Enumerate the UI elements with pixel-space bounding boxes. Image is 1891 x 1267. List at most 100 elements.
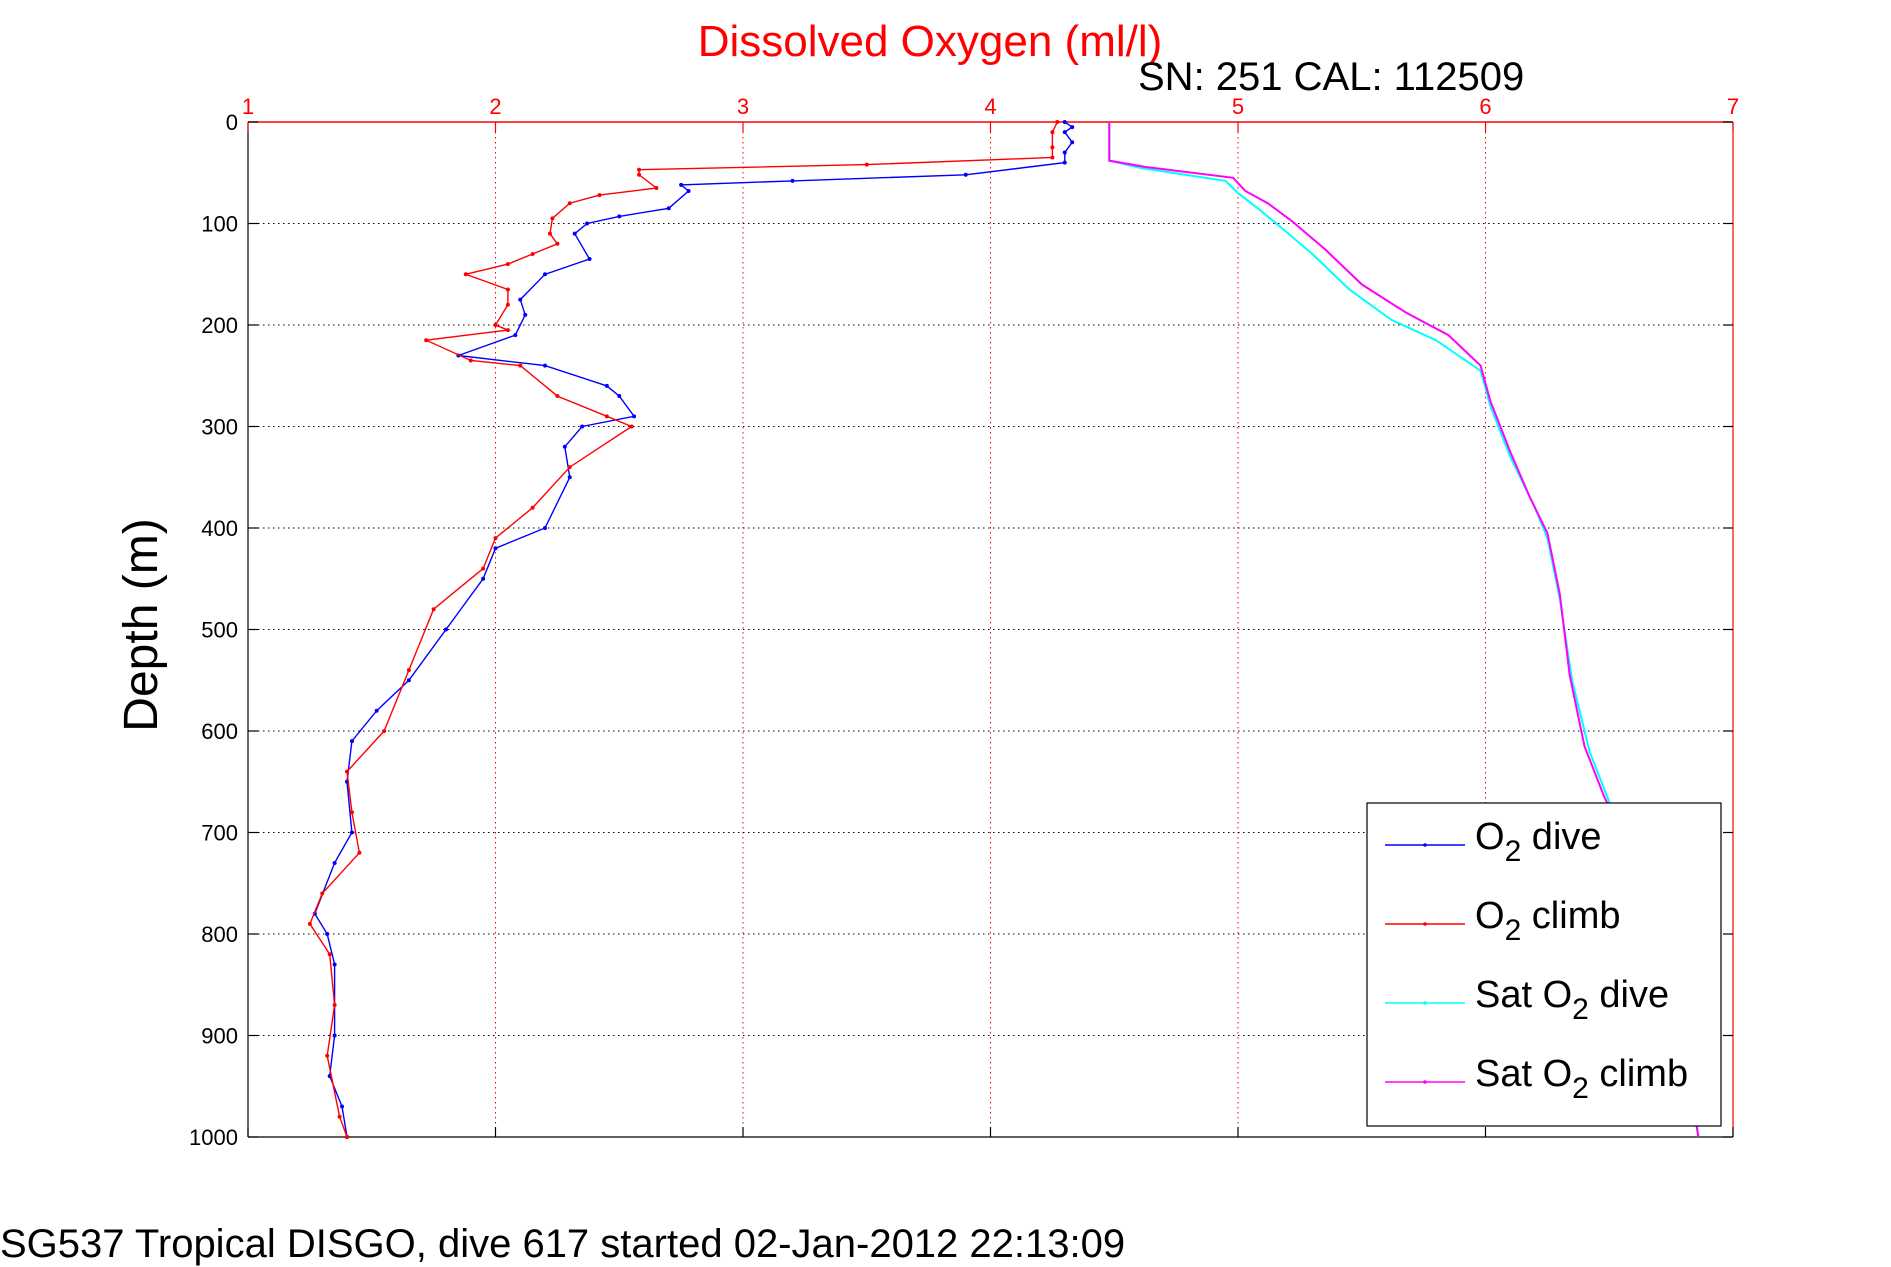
y-tick-label: 400 xyxy=(201,516,238,541)
y-tick-label: 200 xyxy=(201,313,238,338)
data-point xyxy=(604,414,609,419)
series-line xyxy=(314,121,1074,1138)
data-point xyxy=(505,287,510,292)
y-tick-label: 900 xyxy=(201,1024,238,1049)
x-tick-label: 7 xyxy=(1727,94,1739,119)
data-point xyxy=(325,1053,330,1058)
data-point xyxy=(406,678,411,683)
data-point xyxy=(567,465,572,470)
x-tick-label: 6 xyxy=(1479,94,1491,119)
data-point xyxy=(505,302,510,307)
data-point xyxy=(1070,125,1075,130)
data-point xyxy=(632,414,637,419)
chart-title: Dissolved Oxygen (ml/l) xyxy=(698,17,1163,66)
legend-marker xyxy=(1423,1001,1427,1005)
legend-item: O2 climb xyxy=(1385,895,1620,947)
data-point xyxy=(349,830,354,835)
data-point xyxy=(1062,130,1067,135)
axis-ticks: 1 2 3 4 5 6 7 0 100 200 300 400 500 600 700 800 900 1000 xyxy=(189,94,1739,1150)
y-tick-label: 800 xyxy=(201,922,238,947)
data-point xyxy=(337,1114,342,1119)
data-point xyxy=(325,932,330,936)
data-point xyxy=(629,424,634,429)
data-point xyxy=(481,576,486,581)
data-point xyxy=(332,962,337,967)
legend-marker xyxy=(1423,922,1427,926)
data-point xyxy=(543,272,547,277)
legend-item: O2 dive xyxy=(1385,816,1602,868)
data-point xyxy=(327,952,332,957)
data-point xyxy=(1070,140,1075,145)
data-point xyxy=(567,475,572,480)
data-point xyxy=(686,189,691,194)
data-point xyxy=(530,505,535,510)
data-point xyxy=(332,1033,337,1038)
data-point xyxy=(1050,155,1055,160)
data-point xyxy=(505,328,510,333)
y-axis-label: Depth (m) xyxy=(115,518,168,731)
data-point xyxy=(555,241,560,246)
data-point xyxy=(468,358,473,363)
y-tick-label: 100 xyxy=(201,212,238,237)
data-point xyxy=(345,769,349,774)
data-point xyxy=(523,312,528,317)
data-point xyxy=(637,172,642,177)
data-point xyxy=(597,193,602,198)
data-point xyxy=(332,860,337,865)
data-point xyxy=(513,333,518,338)
data-point xyxy=(1062,160,1067,165)
data-point xyxy=(307,921,312,926)
data-point xyxy=(963,172,968,177)
data-point xyxy=(349,810,354,815)
data-point xyxy=(518,363,523,368)
dive-caption: SG537 Tropical DISGO, dive 617 started 0… xyxy=(0,1222,1126,1266)
data-point xyxy=(374,708,379,713)
y-tick-label: 300 xyxy=(201,415,238,440)
data-point xyxy=(481,566,486,571)
y-tick-label: 1000 xyxy=(189,1125,238,1150)
x-tick-label: 3 xyxy=(737,94,749,119)
data-point xyxy=(345,1135,349,1139)
data-point xyxy=(444,627,448,632)
data-point xyxy=(572,231,577,236)
series-climb xyxy=(307,120,1060,1139)
data-point xyxy=(864,162,869,167)
data-point xyxy=(1062,150,1067,155)
data-point xyxy=(1055,120,1060,124)
data-point xyxy=(406,668,411,673)
data-point xyxy=(431,607,436,612)
data-point xyxy=(617,394,622,399)
legend: O2 dive O2 climb Sat O2 dive Sat O2 climb xyxy=(1366,802,1722,1127)
data-point xyxy=(617,214,622,219)
data-point xyxy=(547,231,552,236)
legend-box xyxy=(1366,802,1722,1127)
x-tick-label: 5 xyxy=(1232,94,1244,119)
x-tick-label: 2 xyxy=(489,94,501,119)
data-point xyxy=(518,297,523,302)
data-point xyxy=(543,526,547,530)
data-point xyxy=(1050,130,1055,135)
data-point xyxy=(493,323,498,327)
data-point xyxy=(382,729,387,733)
data-point xyxy=(555,394,560,399)
data-point xyxy=(654,185,659,190)
sn-cal-label: SN: 251 CAL: 112509 xyxy=(1138,55,1524,99)
data-point xyxy=(666,206,671,211)
data-point xyxy=(580,424,585,429)
data-point xyxy=(1050,145,1055,150)
y-tick-label: 500 xyxy=(201,618,238,643)
legend-label: O2 dive xyxy=(1475,816,1602,868)
data-point xyxy=(463,272,468,277)
legend-marker xyxy=(1423,1080,1427,1084)
data-point xyxy=(550,216,555,221)
legend-label: Sat O2 dive xyxy=(1475,974,1669,1026)
data-point xyxy=(357,850,362,855)
legend-label: Sat O2 climb xyxy=(1475,1053,1688,1105)
data-point xyxy=(530,251,535,256)
x-tick-label: 1 xyxy=(242,94,254,119)
y-tick-label: 600 xyxy=(201,719,238,744)
y-tick-label: 0 xyxy=(226,110,238,135)
data-point xyxy=(567,201,572,206)
data-point xyxy=(424,338,429,343)
